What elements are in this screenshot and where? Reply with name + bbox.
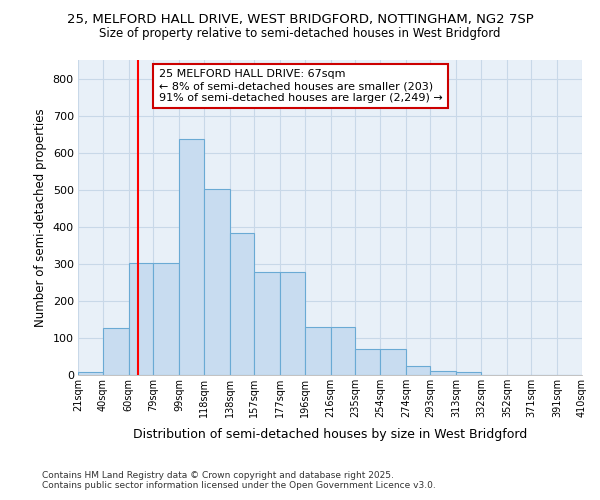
Bar	[457, 372, 481, 375]
Bar	[254, 272, 280, 375]
Bar	[380, 349, 406, 375]
Text: Size of property relative to semi-detached houses in West Bridgford: Size of property relative to semi-detach…	[99, 28, 501, 40]
Bar	[153, 262, 179, 375]
Bar	[305, 327, 331, 375]
Bar	[331, 327, 355, 375]
X-axis label: Distribution of semi-detached houses by size in West Bridgford: Distribution of semi-detached houses by …	[133, 428, 527, 442]
Bar	[406, 366, 430, 375]
Text: Contains HM Land Registry data © Crown copyright and database right 2025.
Contai: Contains HM Land Registry data © Crown c…	[42, 470, 436, 490]
Bar	[355, 349, 380, 375]
Y-axis label: Number of semi-detached properties: Number of semi-detached properties	[34, 108, 47, 327]
Bar	[280, 272, 305, 375]
Text: 25 MELFORD HALL DRIVE: 67sqm
← 8% of semi-detached houses are smaller (203)
91% : 25 MELFORD HALL DRIVE: 67sqm ← 8% of sem…	[158, 70, 442, 102]
Bar	[78, 372, 103, 375]
Bar	[179, 138, 203, 375]
Bar	[128, 262, 153, 375]
Bar	[103, 328, 128, 375]
Bar	[230, 233, 254, 375]
Bar	[430, 372, 457, 375]
Text: 25, MELFORD HALL DRIVE, WEST BRIDGFORD, NOTTINGHAM, NG2 7SP: 25, MELFORD HALL DRIVE, WEST BRIDGFORD, …	[67, 12, 533, 26]
Bar	[203, 188, 230, 375]
